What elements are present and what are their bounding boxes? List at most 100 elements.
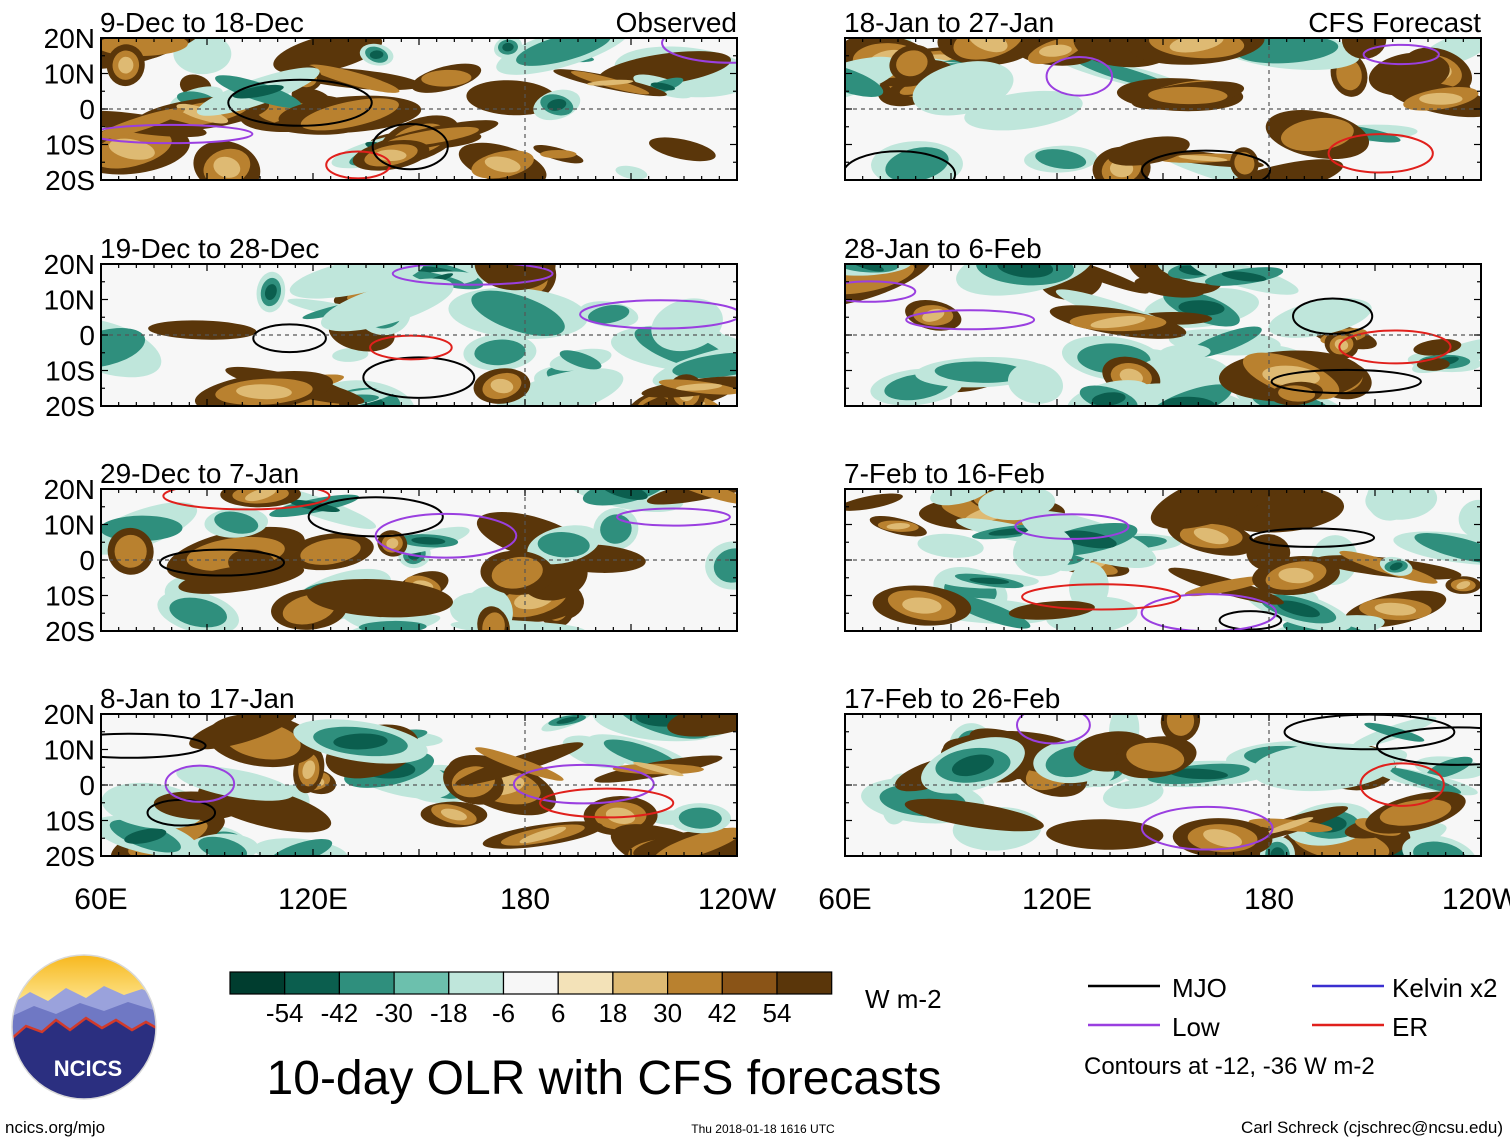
colorbar-swatch — [229, 971, 286, 995]
x-tick-label: 120W — [698, 883, 777, 916]
negative-olr-blob — [288, 499, 340, 513]
positive-olr-blob — [654, 827, 737, 856]
positive-olr-blob — [968, 38, 1008, 53]
colorbar-tick-label: 18 — [598, 998, 627, 1028]
positive-olr-blob — [1134, 276, 1205, 298]
y-tick-label: 10N — [44, 285, 95, 316]
positive-olr-blob — [1126, 742, 1185, 772]
negative-olr-blob — [615, 165, 648, 180]
negative-olr-blob — [1268, 298, 1372, 338]
colorbar-swatch — [338, 971, 395, 995]
y-tick-label: 10N — [44, 59, 95, 90]
positive-olr-blob — [896, 50, 928, 77]
wave-filter-contour — [162, 489, 331, 511]
positive-olr-blob — [1267, 817, 1314, 834]
negative-olr-blob — [198, 836, 247, 856]
y-tick-label: 20N — [44, 474, 95, 505]
positive-olr-blob — [1203, 829, 1243, 848]
negative-olr-blob — [333, 733, 388, 750]
wave-filter-contour — [374, 512, 518, 559]
panel-period-label: 9-Dec to 18-Dec — [100, 7, 304, 38]
negative-olr-blob — [1068, 562, 1109, 612]
wave-filter-contour — [101, 123, 254, 145]
negative-olr-blob — [547, 98, 567, 111]
colorbar-swatch — [393, 971, 450, 995]
olr-anomaly-field — [861, 714, 1481, 856]
footer-credit: Carl Schreck (cjschrec@ncsu.edu) — [1241, 1118, 1503, 1137]
positive-olr-blob — [1046, 819, 1164, 850]
colorbar-swatch — [612, 971, 669, 995]
negative-olr-blob — [1060, 530, 1117, 549]
negative-olr-blob — [264, 284, 277, 301]
wave-filter-contour — [164, 764, 236, 803]
positive-olr-blob — [1341, 38, 1387, 59]
negative-olr-blob — [1251, 743, 1395, 792]
legend-er-label: ER — [1392, 1012, 1428, 1042]
wave-filter-contour — [1270, 368, 1422, 395]
wave-filter-contour — [1218, 610, 1283, 631]
negative-olr-blob — [1035, 149, 1087, 170]
positive-olr-blob — [491, 556, 543, 589]
y-tick-label: 10S — [45, 356, 95, 387]
negative-olr-blob — [1221, 271, 1267, 282]
positive-olr-blob — [675, 383, 723, 391]
positive-olr-blob — [302, 760, 316, 780]
positive-olr-blob — [484, 156, 521, 173]
negative-olr-blob — [1178, 300, 1225, 316]
positive-olr-blob — [386, 538, 399, 549]
positive-olr-blob — [1008, 600, 1095, 620]
logo-text: NCICS — [54, 1056, 122, 1081]
positive-olr-blob — [1090, 315, 1146, 329]
panel-period-label: 8-Jan to 17-Jan — [100, 683, 295, 714]
ncics-logo: NCICS — [11, 954, 157, 1100]
colorbar-tick-label: -42 — [321, 998, 359, 1028]
negative-olr-blob — [1169, 768, 1228, 780]
positive-olr-blob — [1234, 152, 1255, 175]
wave-filter-contour — [1376, 726, 1481, 766]
positive-olr-blob — [490, 378, 514, 394]
y-tick-label: 20N — [44, 699, 95, 730]
wave-filter-contour — [845, 280, 917, 303]
positive-olr-blob — [421, 69, 472, 87]
negative-olr-blob — [1159, 344, 1211, 361]
positive-olr-blob — [902, 597, 942, 614]
map-panel: 9-Dec to 18-Dec Observed 20N 10N 0 10S 20S — [44, 7, 738, 196]
y-tick-label: 10S — [45, 581, 95, 612]
wave-filter-contour — [362, 356, 476, 399]
positive-olr-blob — [1178, 155, 1228, 162]
footer-timestamp: Thu 2018-01-18 1616 UTC — [691, 1122, 835, 1136]
wave-filter-contour — [512, 763, 655, 805]
wave-filter-contour — [1327, 133, 1434, 174]
positive-olr-blob — [101, 108, 185, 140]
wave-filter-contour — [1249, 527, 1376, 548]
y-tick-label: 0 — [79, 770, 95, 801]
positive-olr-blob — [1108, 136, 1190, 166]
colorbar-tick-label: 54 — [763, 998, 792, 1028]
legend-kelvin-label: Kelvin x2 — [1392, 973, 1498, 1003]
y-tick-label: 20N — [44, 249, 95, 280]
positive-olr-blob — [375, 149, 407, 161]
wave-filter-contour — [1140, 805, 1274, 851]
negative-olr-blob — [124, 828, 167, 844]
colorbar-tick-label: -54 — [266, 998, 304, 1028]
negative-olr-blob — [988, 527, 1033, 536]
positive-olr-blob — [236, 384, 292, 400]
y-tick-label: 20N — [44, 23, 95, 54]
negative-olr-blob — [969, 577, 1010, 585]
colorbar-tick-label: 30 — [653, 998, 682, 1028]
footer-url[interactable]: ncics.org/mjo — [5, 1118, 105, 1137]
positive-olr-blob — [904, 798, 1044, 832]
wave-filter-contour — [1338, 329, 1452, 365]
x-tick-label: 120E — [278, 883, 348, 916]
negative-olr-blob — [934, 361, 1026, 383]
y-tick-label: 20S — [45, 165, 95, 196]
positive-olr-blob — [886, 523, 910, 530]
negative-olr-blob — [494, 368, 624, 406]
wave-filter-contour — [158, 548, 286, 577]
positive-olr-blob — [1419, 92, 1463, 105]
negative-olr-blob — [672, 352, 737, 379]
colorbar-unit: W m-2 — [865, 984, 942, 1014]
wave-filter-contour — [845, 150, 957, 180]
positive-olr-blob — [300, 538, 361, 565]
panel-period-label: 18-Jan to 27-Jan — [844, 7, 1054, 38]
